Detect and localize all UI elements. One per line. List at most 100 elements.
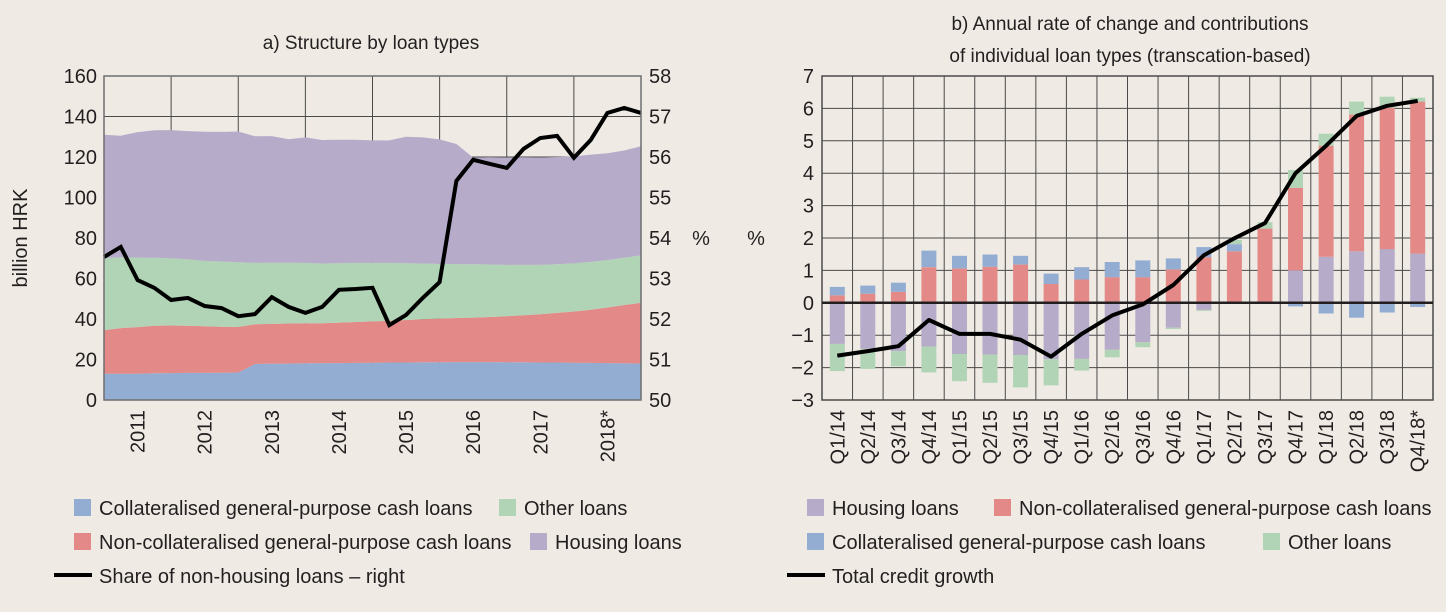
bar-segment-collateralised <box>1379 302 1395 313</box>
bar-segment-other <box>1226 239 1242 245</box>
bar-segment-housing <box>921 302 937 347</box>
bar-segment-non-collateralised <box>921 267 937 303</box>
bar-segment-housing <box>1410 253 1426 303</box>
x-tick-label: Q1/17 <box>1194 410 1216 464</box>
bar-segment-housing <box>1135 302 1151 343</box>
y2-tick-label: 56 <box>649 147 671 169</box>
legend-swatch-other <box>499 499 516 516</box>
bar-segment-non-collateralised <box>1379 107 1395 250</box>
bar-segment-other <box>921 346 937 373</box>
bar-segment-collateralised <box>1288 302 1303 307</box>
chart-b-title-line-2: of individual loan types (transcation-ba… <box>949 46 1310 67</box>
bar-segment-non-collateralised <box>1135 277 1151 303</box>
x-tick-label: Q2/16 <box>1102 410 1124 464</box>
bar-segment-other <box>952 354 967 382</box>
y-tick-label: 100 <box>64 188 97 210</box>
legend-swatch-other <box>1263 533 1280 550</box>
total-credit-growth-line <box>837 98 1419 359</box>
y-tick-label: 60 <box>75 269 97 291</box>
y-tick-label: 160 <box>64 66 97 88</box>
chart-b-bars <box>829 96 1426 388</box>
bar-segment-non-collateralised <box>952 268 967 303</box>
legend-label: Non-collateralised general-purpose cash … <box>99 532 511 554</box>
bar-segment-other <box>829 343 845 372</box>
bar-segment-non-collateralised <box>890 291 906 303</box>
bar-segment-housing <box>982 302 998 355</box>
chart-a-y2-axis-label: % <box>692 228 710 250</box>
bar-segment-housing <box>890 302 906 352</box>
bar-segment-collateralised <box>890 282 906 292</box>
bar-segment-non-collateralised <box>1410 101 1426 254</box>
y-tick-label: 140 <box>64 107 97 129</box>
y-tick-label: 3 <box>803 196 814 218</box>
x-tick-label: Q4/14 <box>919 410 941 464</box>
bar-segment-collateralised <box>1013 255 1029 265</box>
legend-swatch-collateralised <box>807 533 824 550</box>
x-tick-label: Q4/16 <box>1163 410 1185 464</box>
legend-label: Housing loans <box>555 532 682 554</box>
legend-swatch-collateralised <box>74 499 91 516</box>
chart-a-right-axis: 50 51 52 53 54 55 56 57 58 <box>649 66 671 412</box>
bar-segment-collateralised <box>1135 260 1151 278</box>
y-tick-label: 6 <box>803 98 814 120</box>
chart-b-title-line-1: b) Annual rate of change and contributio… <box>951 14 1308 35</box>
y2-tick-label: 57 <box>649 107 671 129</box>
x-tick-label: 2013 <box>262 410 284 455</box>
bar-segment-collateralised <box>1226 244 1242 252</box>
chart-b-annual-rate-of-change: b) Annual rate of change and contributio… <box>747 14 1434 588</box>
bar-segment-non-collateralised <box>1196 257 1212 303</box>
bar-segment-other <box>1104 349 1120 358</box>
bar-segment-housing <box>1379 249 1395 303</box>
bar-segment-collateralised <box>1104 262 1120 278</box>
x-tick-label: 2015 <box>396 410 418 455</box>
x-tick-label: 2016 <box>463 410 485 455</box>
bar-segment-collateralised <box>1043 273 1059 284</box>
chart-b-line <box>837 98 1419 359</box>
x-tick-label: Q3/18 <box>1377 410 1399 464</box>
y-tick-label: 1 <box>803 260 814 282</box>
bar-segment-housing <box>1165 302 1181 328</box>
bar-segment-housing <box>829 302 845 344</box>
bar-segment-other <box>1013 355 1029 388</box>
plot-frame <box>821 75 1434 401</box>
bar-segment-other <box>890 351 906 367</box>
legend-swatch-non-collateralised <box>74 533 91 550</box>
chart-b-x-axis: Q1/14 Q2/14 Q3/14 Q4/14 Q1/15 Q2/15 Q3/15 Q4/15… <box>827 410 1429 472</box>
legend-label: Collateralised general-purpose cash loan… <box>832 532 1206 554</box>
legend-swatch-housing <box>530 533 547 550</box>
x-tick-label: Q4/17 <box>1286 410 1308 464</box>
legend-swatch-housing <box>807 499 824 516</box>
y2-tick-label: 55 <box>649 188 671 210</box>
y2-tick-label: 52 <box>649 309 671 331</box>
x-tick-label: 2012 <box>195 410 217 455</box>
bar-segment-other <box>1165 327 1181 329</box>
x-tick-label: Q3/17 <box>1255 410 1277 464</box>
x-tick-label: Q3/14 <box>888 410 910 464</box>
area-collateralised <box>104 362 641 400</box>
y2-tick-label: 53 <box>649 269 671 291</box>
bar-segment-collateralised <box>952 255 967 269</box>
bar-segment-other <box>1257 222 1273 229</box>
legend-label: Share of non-housing loans – right <box>99 566 405 588</box>
chart-a-line <box>102 105 642 328</box>
bar-segment-collateralised <box>921 250 937 268</box>
x-tick-label: 2011 <box>128 410 150 453</box>
bar-segment-housing <box>1104 302 1120 350</box>
bar-segment-housing <box>1074 302 1090 359</box>
y-tick-label: −3 <box>791 390 814 412</box>
bar-segment-other <box>1410 97 1426 102</box>
bar-segment-collateralised <box>1349 302 1365 318</box>
legend-label: Non-collateralised general-purpose cash … <box>1019 498 1431 520</box>
bar-segment-other <box>860 348 876 369</box>
chart-a-x-axis: 2011 2012 2013 2014 2015 2016 2017 2018* <box>128 410 620 462</box>
x-tick-label: Q3/16 <box>1133 410 1155 464</box>
bar-segment-collateralised <box>982 254 998 267</box>
y-tick-label: 80 <box>75 228 97 250</box>
x-tick-label: Q4/15 <box>1041 410 1063 464</box>
y2-tick-label: 51 <box>649 350 671 372</box>
bar-segment-other <box>1135 342 1151 348</box>
chart-a-structure-by-loan-types: a) Structure by loan types 0 20 40 60 80 100 1… <box>10 33 710 588</box>
bar-segment-other <box>1349 101 1365 115</box>
y-tick-label: 20 <box>75 350 97 372</box>
